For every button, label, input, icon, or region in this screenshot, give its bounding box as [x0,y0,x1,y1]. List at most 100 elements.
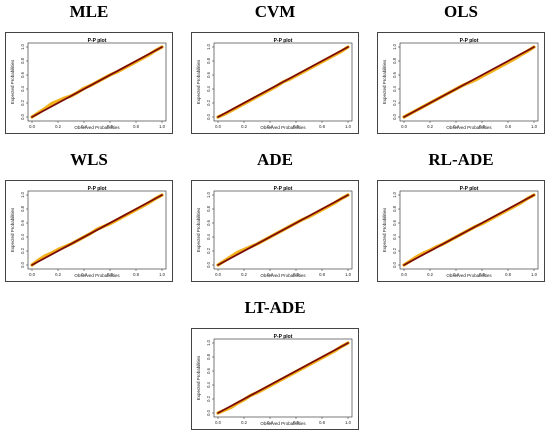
x-tick-label: 1.0 [345,124,351,129]
y-tick-label: 0.6 [392,219,397,225]
y-tick-label: 1.0 [206,339,211,345]
y-tick-label: 0.4 [206,381,211,387]
panel-title: WLS [70,150,108,169]
x-tick-label: 0.2 [427,272,433,277]
x-axis-label: Observed Probabilities [260,273,306,278]
y-tick-label: 0.2 [392,247,397,253]
x-tick-label: 0.0 [215,420,221,425]
plot-area [399,190,539,270]
panel-title: OLS [443,2,479,21]
x-tick-label: 0.2 [241,272,247,277]
x-tick-label: 0.6 [107,124,113,129]
x-tick-label: 0.6 [293,124,299,129]
x-tick-label: 0.2 [55,124,61,129]
x-tick-label: 0.0 [401,124,407,129]
plot-area [213,190,353,270]
panel-title: RL-ADE [428,150,494,169]
reference-line [217,46,349,118]
panel-title: LT-ADE [244,298,306,317]
x-tick-label: 0.4 [81,272,87,277]
pp-plot: P-P plot 0.0 0.2 0.4 0.6 0.8 1.0 0.0 0.2 0.4 0.6 0.… [10,186,167,278]
plot-title: P-P plot [460,38,479,44]
y-tick-label: 0.8 [392,57,397,63]
y-tick-label: 0.2 [392,99,397,105]
reference-line [403,46,535,118]
y-tick-label: 0.4 [20,85,25,91]
x-tick-label: 0.4 [267,124,273,129]
x-tick-label: 0.8 [505,124,511,129]
x-tick-label: 0.0 [401,272,407,277]
panel-title: CVM [254,2,296,21]
x-tick-label: 1.0 [345,272,351,277]
y-tick-label: 0.0 [206,409,211,415]
y-tick-label: 0.8 [20,205,25,211]
x-tick-label: 0.4 [453,272,459,277]
plot-frame: P-P plot 0.0 0.2 0.4 0.6 0.8 1.0 0.0 0.2 0.4 0.6 0.… [191,180,359,282]
y-tick-label: 0.6 [392,71,397,77]
plot-frame: P-P plot 0.0 0.2 0.4 0.6 0.8 1.0 0.0 0.2 0.4 0.6 0.… [377,180,545,282]
x-tick-label: 0.8 [319,272,325,277]
plot-frame: P-P plot 0.0 0.2 0.4 0.6 0.8 1.0 0.0 0.2 0.4 0.6 0.… [191,328,359,430]
y-tick-label: 1.0 [20,191,25,197]
y-tick-label: 1.0 [206,43,211,49]
x-axis-label: Observed Probabilities [446,273,492,278]
x-tick-label: 0.8 [319,420,325,425]
x-axis-label: Observed Probabilities [74,273,120,278]
y-tick-label: 0.0 [20,113,25,119]
pp-plot: P-P plot 0.0 0.2 0.4 0.6 0.8 1.0 0.0 0.2 0.4 0.6 0.… [196,186,353,278]
x-axis-label: Observed Probabilities [74,125,120,130]
y-axis-label: Expected Probabilities [196,355,201,400]
x-tick-label: 0.6 [293,420,299,425]
pp-plot: P-P plot 0.0 0.2 0.4 0.6 0.8 1.0 0.0 0.2 0.4 0.6 0.… [196,334,353,426]
panel-title: ADE [257,150,293,169]
x-tick-label: 1.0 [345,420,351,425]
x-tick-label: 0.0 [215,272,221,277]
y-tick-label: 0.6 [20,71,25,77]
y-tick-label: 0.4 [206,233,211,239]
y-tick-label: 0.2 [206,247,211,253]
x-tick-label: 0.0 [215,124,221,129]
y-axis-label: Expected Probabilities [196,59,201,104]
x-axis-label: Observed Probabilities [260,421,306,426]
x-axis-label: Observed Probabilities [446,125,492,130]
y-axis-label: Expected Probabilities [196,207,201,252]
y-tick-label: 0.4 [392,233,397,239]
plot-area [399,42,539,122]
plot-area [27,190,167,270]
y-tick-label: 1.0 [20,43,25,49]
x-tick-label: 0.8 [505,272,511,277]
y-tick-label: 0.2 [20,247,25,253]
pp-plot: P-P plot 0.0 0.2 0.4 0.6 0.8 1.0 0.0 0.2 0.4 0.6 0.… [196,38,353,130]
y-tick-label: 0.4 [20,233,25,239]
x-tick-label: 0.2 [55,272,61,277]
x-tick-label: 0.4 [453,124,459,129]
plot-frame: P-P plot 0.0 0.2 0.4 0.6 0.8 1.0 0.0 0.2 0.4 0.6 0.… [377,32,545,134]
x-tick-label: 0.6 [293,272,299,277]
x-tick-label: 0.8 [319,124,325,129]
x-tick-label: 1.0 [531,272,537,277]
x-tick-label: 1.0 [159,124,165,129]
x-tick-label: 0.6 [479,272,485,277]
y-tick-label: 0.6 [20,219,25,225]
x-tick-label: 0.4 [81,124,87,129]
plot-area [213,42,353,122]
pp-plot: P-P plot 0.0 0.2 0.4 0.6 0.8 1.0 0.0 0.2 0.4 0.6 0.… [382,186,539,278]
y-axis-label: Expected Probabilities [10,59,15,104]
y-tick-label: 0.6 [206,71,211,77]
y-tick-label: 0.8 [206,205,211,211]
x-tick-label: 0.2 [427,124,433,129]
pp-plot: P-P plot 0.0 0.2 0.4 0.6 0.8 1.0 0.0 0.2 0.4 0.6 0.… [382,38,539,130]
x-tick-label: 0.0 [29,124,35,129]
y-tick-label: 0.8 [206,57,211,63]
y-tick-label: 0.0 [20,261,25,267]
x-tick-label: 0.2 [241,124,247,129]
x-tick-label: 0.0 [29,272,35,277]
y-axis-label: Expected Probabilities [382,59,387,104]
y-tick-label: 0.2 [206,395,211,401]
x-tick-label: 0.4 [267,272,273,277]
x-axis-label: Observed Probabilities [260,125,306,130]
plot-frame: P-P plot 0.0 0.2 0.4 0.6 0.8 1.0 0.0 0.2 0.4 0.6 0.… [5,180,173,282]
y-tick-label: 1.0 [392,43,397,49]
x-tick-label: 0.8 [133,272,139,277]
reference-line [403,194,535,266]
